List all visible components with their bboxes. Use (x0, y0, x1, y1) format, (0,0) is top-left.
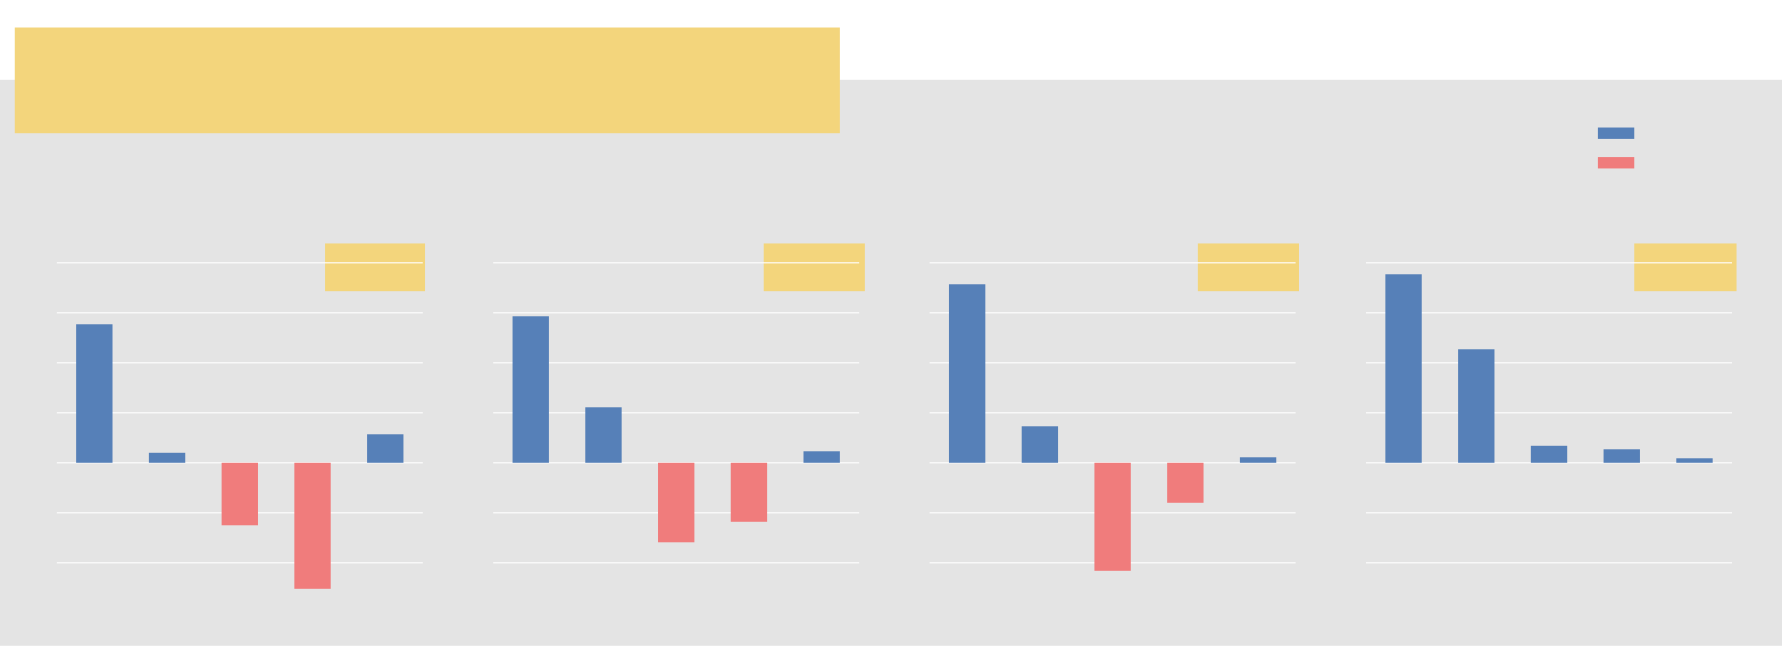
bar (1603, 449, 1640, 463)
bar (1458, 349, 1495, 463)
bar (658, 462, 695, 543)
bar (1239, 457, 1277, 463)
bar (512, 316, 549, 463)
bar (1385, 274, 1422, 463)
subtitle-placeholder (325, 243, 426, 292)
bar (1676, 458, 1713, 463)
legend-swatch (1597, 127, 1635, 139)
subtitle-placeholder (763, 243, 865, 292)
subtitle-placeholder (1197, 243, 1299, 292)
subtitle-placeholder (1634, 243, 1737, 292)
bar (1094, 462, 1131, 571)
bar (294, 462, 331, 589)
bar (1167, 462, 1204, 503)
bar (803, 451, 840, 463)
bar (730, 462, 768, 522)
bar (148, 452, 186, 463)
bar (1021, 426, 1059, 463)
bar (76, 324, 113, 463)
bar (1530, 445, 1568, 463)
bar (585, 407, 622, 463)
bar (221, 462, 258, 526)
bar (367, 434, 404, 463)
bar (948, 284, 986, 463)
title-placeholder (14, 27, 840, 134)
legend-swatch (1597, 157, 1635, 169)
